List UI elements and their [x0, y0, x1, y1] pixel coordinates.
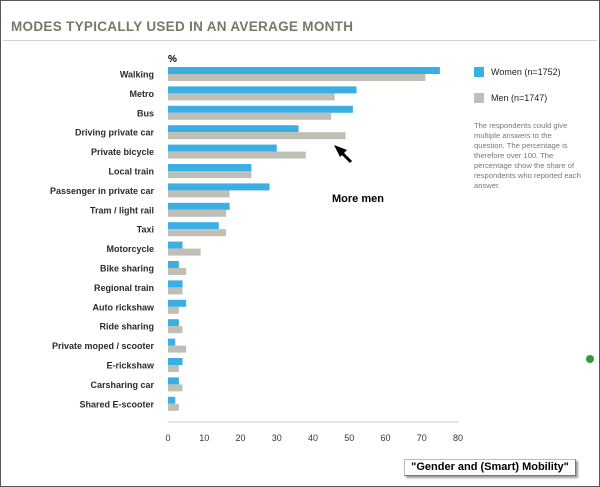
category-label-driving-private-car: Driving private car — [75, 128, 155, 138]
bar-women-shared-e-scooter — [168, 396, 176, 404]
bar-men-passenger-in-private-car — [168, 190, 230, 198]
source-credit: "Gender and (Smart) Mobility" — [404, 459, 576, 476]
annotation-arrow-head — [334, 145, 347, 157]
bar-women-bus — [168, 105, 353, 113]
category-label-private-moped-scooter: Private moped / scooter — [52, 341, 155, 351]
x-tick-20: 20 — [235, 433, 245, 443]
bar-men-driving-private-car — [168, 132, 346, 140]
bar-women-walking — [168, 67, 440, 74]
chart-title: MODES TYPICALLY USED IN AN AVERAGE MONTH — [11, 19, 354, 34]
bars-group — [168, 67, 440, 411]
bar-men-private-moped-scooter — [168, 345, 187, 353]
x-tick-50: 50 — [344, 433, 354, 443]
bar-women-local-train — [168, 164, 252, 171]
bar-men-bus — [168, 112, 332, 120]
category-label-taxi: Taxi — [137, 225, 154, 235]
bar-women-motorcycle — [168, 241, 183, 249]
legend-item-women: Women (n=1752) — [474, 66, 561, 78]
bar-men-walking — [168, 74, 426, 81]
category-label-tram-light-rail: Tram / light rail — [90, 205, 154, 215]
bar-women-e-rickshaw — [168, 358, 183, 365]
x-tick-40: 40 — [308, 433, 318, 443]
bar-men-e-rickshaw — [168, 365, 179, 372]
bar-women-metro — [168, 86, 357, 94]
bar-men-tram-light-rail — [168, 209, 226, 217]
bar-men-taxi — [168, 229, 226, 237]
chart-note: The respondents could give multiple answ… — [474, 121, 581, 190]
category-label-regional-train: Regional train — [94, 283, 154, 293]
title-divider — [3, 40, 597, 41]
category-label-e-rickshaw: E-rickshaw — [106, 361, 155, 371]
x-tick-70: 70 — [417, 433, 427, 443]
bar-women-taxi — [168, 222, 219, 230]
bar-women-regional-train — [168, 280, 183, 288]
category-label-shared-e-scooter: Shared E-scooter — [79, 399, 154, 409]
bar-men-private-bicycle — [168, 151, 306, 159]
bar-men-metro — [168, 93, 335, 101]
bar-women-carsharing-car — [168, 377, 179, 385]
category-label-carsharing-car: Carsharing car — [90, 380, 154, 390]
bar-women-tram-light-rail — [168, 202, 230, 210]
category-label-motorcycle: Motorcycle — [106, 244, 154, 254]
x-tick-30: 30 — [272, 433, 282, 443]
x-tick-60: 60 — [380, 433, 390, 443]
bar-women-driving-private-car — [168, 125, 299, 133]
bar-women-auto-rickshaw — [168, 299, 187, 307]
x-tick-80: 80 — [453, 433, 463, 443]
bar-women-private-moped-scooter — [168, 338, 176, 346]
x-tick-0: 0 — [165, 433, 170, 443]
bar-men-shared-e-scooter — [168, 403, 179, 411]
unit-label: % — [168, 54, 177, 65]
legend: Women (n=1752) Men (n=1747) — [474, 66, 561, 118]
edge-dot — [586, 355, 594, 363]
annotation-text: More men — [332, 193, 384, 205]
x-tick-10: 10 — [199, 433, 209, 443]
bar-men-bike-sharing — [168, 268, 187, 275]
category-label-bus: Bus — [137, 108, 154, 118]
bar-women-bike-sharing — [168, 261, 179, 268]
bar-men-local-train — [168, 171, 252, 178]
category-label-walking: Walking — [120, 70, 154, 80]
bar-women-passenger-in-private-car — [168, 183, 270, 191]
legend-swatch-men — [474, 93, 484, 103]
category-label-ride-sharing: Ride sharing — [99, 322, 154, 332]
category-label-passenger-in-private-car: Passenger in private car — [50, 186, 155, 196]
legend-item-men: Men (n=1747) — [474, 92, 561, 104]
category-label-metro: Metro — [130, 89, 155, 99]
x-tick-labels: 0 10 20 30 40 50 60 70 80 — [165, 433, 463, 443]
legend-label-women: Women (n=1752) — [491, 67, 561, 77]
category-labels: Walking Metro Bus Driving private car Privat… — [50, 70, 155, 410]
bar-women-ride-sharing — [168, 319, 179, 327]
bar-men-regional-train — [168, 287, 183, 295]
bar-men-ride-sharing — [168, 326, 183, 334]
bar-women-private-bicycle — [168, 144, 277, 152]
category-label-local-train: Local train — [108, 167, 154, 177]
category-label-auto-rickshaw: Auto rickshaw — [92, 302, 155, 312]
category-label-bike-sharing: Bike sharing — [100, 264, 154, 274]
bar-men-carsharing-car — [168, 384, 183, 392]
legend-swatch-women — [474, 67, 484, 77]
legend-label-men: Men (n=1747) — [491, 93, 548, 103]
category-label-private-bicycle: Private bicycle — [91, 147, 154, 157]
bar-men-auto-rickshaw — [168, 306, 179, 314]
bar-men-motorcycle — [168, 248, 201, 256]
